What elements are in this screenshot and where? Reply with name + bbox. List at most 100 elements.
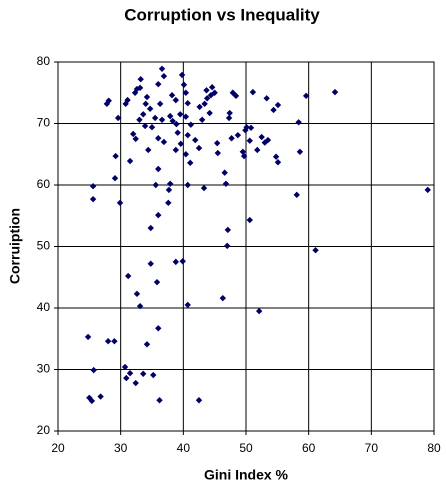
scatter-point (214, 149, 221, 157)
scatter-point (143, 341, 151, 348)
scatter-point (141, 122, 149, 130)
scatter-point (116, 199, 124, 207)
scatter-point (229, 89, 237, 96)
scatter-point (296, 148, 304, 155)
scatter-point (111, 175, 119, 182)
scatter-point (121, 363, 129, 371)
scatter-point (172, 258, 180, 266)
scatter-point (105, 97, 112, 104)
scatter-point (158, 65, 166, 72)
scatter-point (232, 92, 240, 100)
scatter-point (136, 84, 144, 92)
scatter-point (258, 133, 265, 141)
x-tick-label: 50 (239, 441, 253, 455)
scatter-point (182, 89, 190, 96)
scatter-point (126, 369, 134, 377)
y-tick-label: 20 (37, 423, 51, 437)
scatter-point (195, 397, 203, 404)
scatter-point (264, 136, 272, 144)
scatter-point (182, 151, 190, 158)
scatter-point (153, 278, 161, 286)
scatter-point (122, 100, 129, 108)
scatter-point (187, 121, 195, 128)
scatter-point (90, 366, 97, 374)
scatter-point (155, 135, 162, 142)
scatter-point (424, 186, 431, 194)
y-tick-label: 40 (37, 300, 51, 314)
scatter-point (142, 100, 149, 108)
y-tick-label: 30 (37, 362, 51, 376)
scatter-point (177, 111, 184, 118)
scatter-point (172, 146, 180, 154)
scatter-point (184, 181, 191, 189)
scatter-point (274, 159, 282, 166)
scatter-point (274, 101, 282, 109)
scatter-point (132, 135, 139, 143)
scatter-point (160, 138, 168, 146)
scatter-point (261, 139, 268, 146)
chart-title: Corruption vs Inequality (124, 5, 320, 24)
scatter-point (187, 159, 194, 167)
scatter-point (192, 136, 199, 144)
scatter-point (234, 131, 242, 139)
scatter-point (270, 106, 277, 114)
scatter-point (226, 109, 233, 117)
scatter-point (114, 114, 122, 122)
scatter-point (132, 379, 139, 387)
scatter-point (103, 100, 111, 108)
scatter-point (263, 95, 270, 102)
scatter-point (137, 76, 144, 83)
scatter-point (295, 119, 302, 126)
scatter-point (184, 100, 191, 107)
scatter-point (155, 165, 162, 173)
scatter-point (111, 338, 118, 345)
scatter-point (146, 105, 154, 112)
scatter-point (174, 129, 181, 136)
y-axis-label: Corruiption (7, 208, 23, 284)
scatter-point (143, 93, 151, 101)
y-tick-label: 70 (37, 116, 51, 130)
x-tick-label: 70 (365, 441, 379, 455)
scatter-point (155, 211, 162, 219)
scatter-point (140, 370, 147, 378)
scatter-point (124, 96, 131, 104)
x-tick-label: 80 (427, 441, 441, 455)
scatter-point (201, 100, 208, 108)
scatter-point (89, 195, 97, 203)
scatter-point (254, 146, 261, 154)
scatter-point (147, 224, 154, 232)
scatter-point (272, 153, 280, 160)
scatter-point (156, 397, 163, 404)
scatter-point (173, 120, 180, 128)
scatter-point (225, 114, 233, 122)
x-axis-label: Gini Index % (204, 467, 289, 483)
scatter-point (136, 302, 144, 310)
scatter-point (151, 114, 159, 122)
scatter-point (145, 146, 152, 154)
scatter-point (184, 131, 191, 139)
scatter-point (312, 246, 319, 254)
scatter-point (133, 290, 141, 298)
scatter-point (240, 152, 248, 160)
scatter-point (208, 84, 216, 91)
scatter-point (104, 338, 112, 345)
scatter-point (152, 181, 159, 189)
scatter-point (196, 103, 203, 111)
scatter-point (148, 123, 156, 131)
y-tick-label: 80 (37, 54, 51, 68)
scatter-point (136, 116, 143, 124)
scatter-point (84, 333, 92, 341)
scatter-point (203, 95, 211, 102)
scatter-point (180, 81, 188, 88)
scatter-point (219, 294, 227, 302)
scatter-point (168, 92, 176, 99)
scatter-point (179, 258, 186, 265)
scatter-point (228, 135, 235, 142)
x-tick-label: 40 (177, 441, 191, 455)
scatter-point (255, 307, 263, 315)
scatter-point (160, 72, 168, 80)
scatter-point (195, 144, 203, 152)
scatter-point (112, 152, 119, 160)
scatter-point (293, 191, 300, 199)
scatter-point (247, 124, 255, 132)
